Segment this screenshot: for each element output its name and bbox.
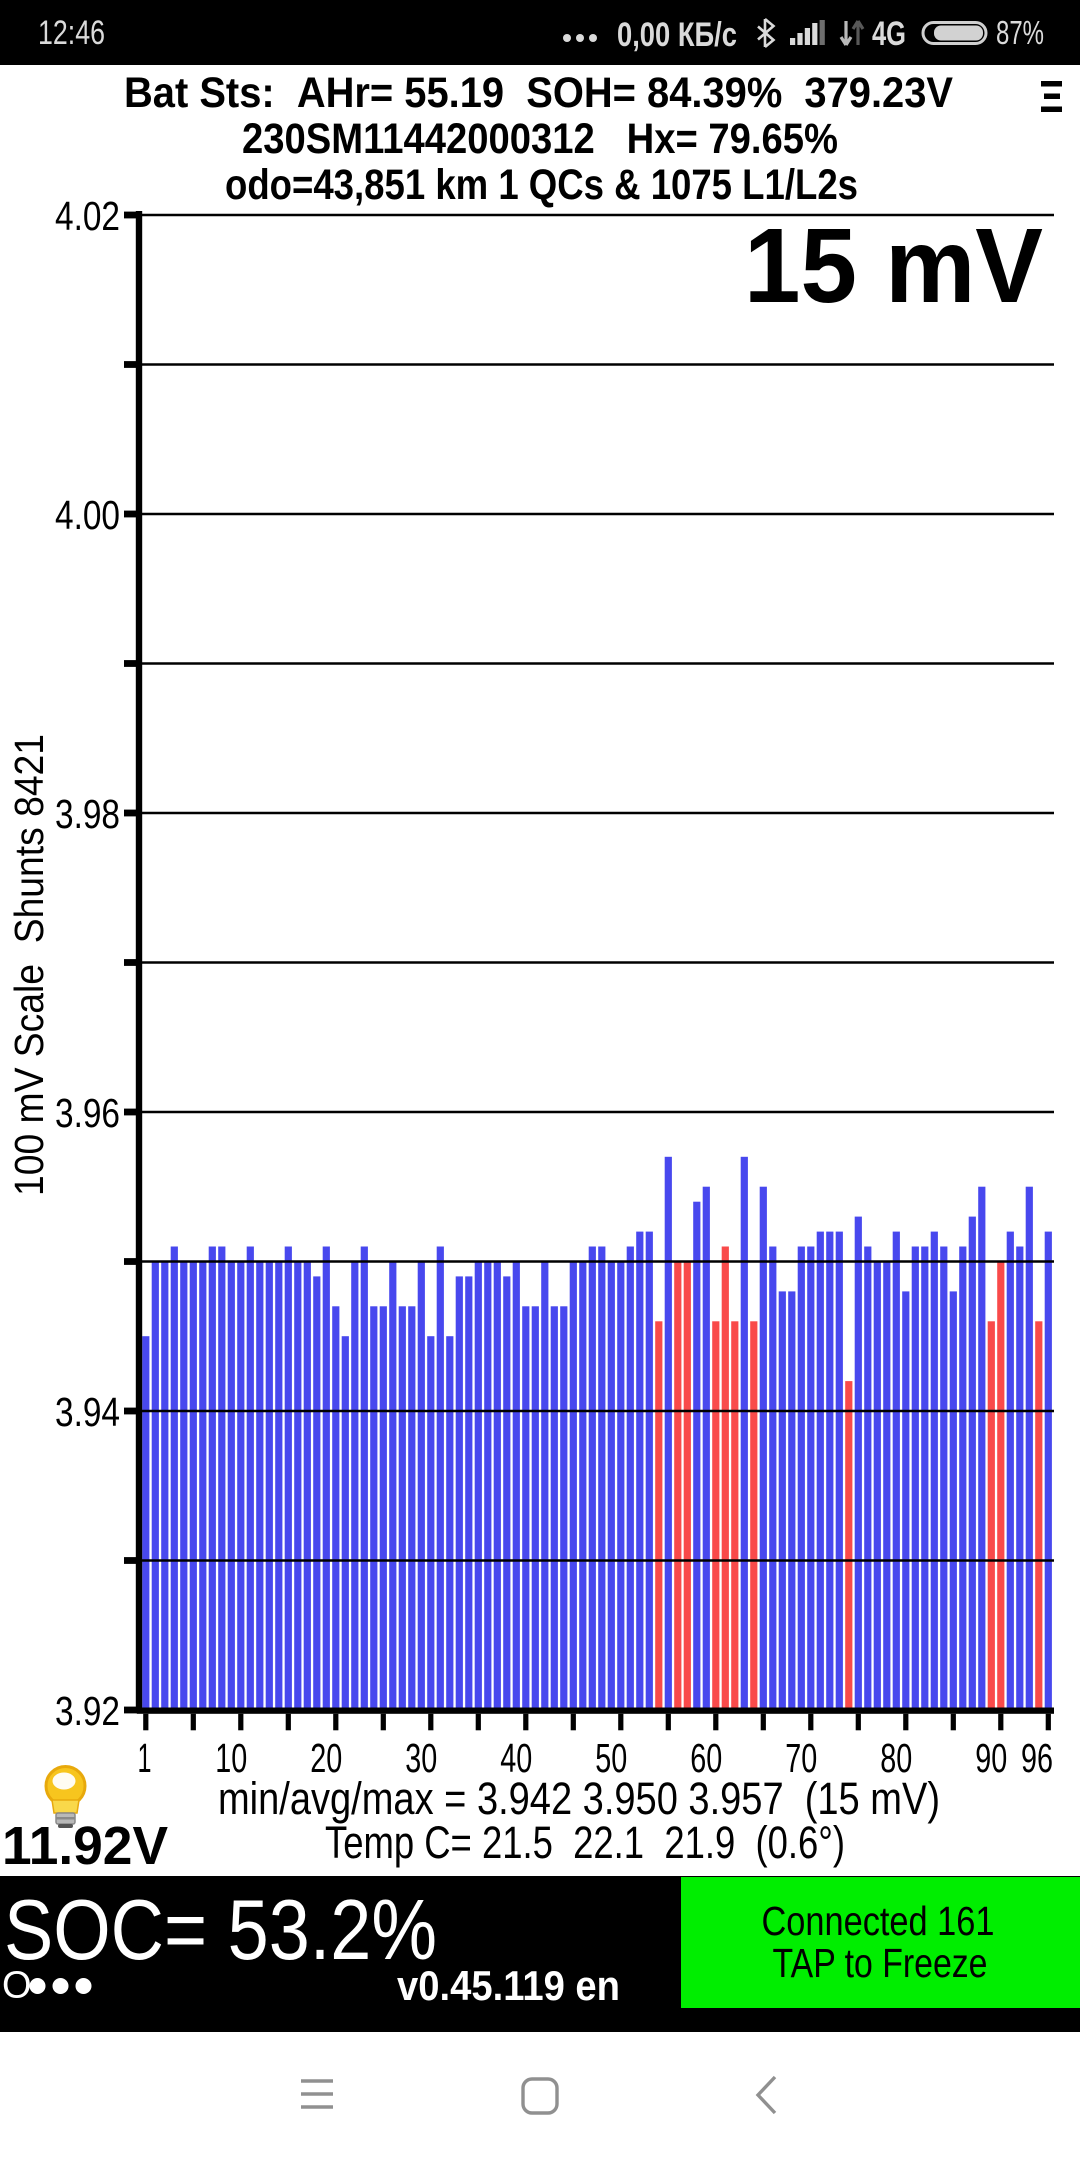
svg-text:Connected 161: Connected 161	[762, 1898, 995, 1944]
svg-text:12:46: 12:46	[38, 14, 105, 52]
svg-text:230SM11442000312 Hx= 79.65%: 230SM11442000312 Hx= 79.65%	[242, 116, 838, 163]
svg-text:15 mV: 15 mV	[744, 207, 1043, 325]
svg-text:70: 70	[785, 1735, 817, 1781]
svg-text:20: 20	[310, 1735, 342, 1781]
svg-text:96: 96	[1021, 1735, 1053, 1781]
svg-text:10: 10	[215, 1735, 247, 1781]
svg-text:90: 90	[975, 1735, 1007, 1781]
svg-text:3.98: 3.98	[55, 791, 120, 837]
svg-text:11.92V: 11.92V	[2, 1816, 168, 1876]
svg-text:60: 60	[690, 1735, 722, 1781]
svg-text:TAP to Freeze: TAP to Freeze	[773, 1940, 988, 1986]
svg-text:3.94: 3.94	[55, 1389, 120, 1435]
svg-text:SOC= 53.2%: SOC= 53.2%	[4, 1883, 437, 1978]
svg-text:100 mV Scale Shunts 8421: 100 mV Scale Shunts 8421	[6, 734, 52, 1196]
svg-text:80: 80	[880, 1735, 912, 1781]
svg-text:min/avg/max = 3.942 3.950 3.95: min/avg/max = 3.942 3.950 3.957 (15 mV)	[218, 1773, 940, 1824]
svg-text:1: 1	[138, 1735, 152, 1781]
svg-text:4.00: 4.00	[55, 492, 120, 538]
svg-text:3.96: 3.96	[55, 1090, 120, 1136]
svg-text:40: 40	[500, 1735, 532, 1781]
svg-text:4.02: 4.02	[55, 193, 120, 239]
svg-text:50: 50	[595, 1735, 627, 1781]
svg-text:odo=43,851 km 1 QCs & 1075 L1/: odo=43,851 km 1 QCs & 1075 L1/L2s	[225, 162, 858, 209]
svg-text:87%: 87%	[996, 14, 1044, 51]
svg-text:Temp C= 21.5 22.1 21.9 (0.6: Temp C= 21.5 22.1 21.9 (0.6°)	[325, 1817, 845, 1868]
svg-text:30: 30	[405, 1735, 437, 1781]
svg-text:3.92: 3.92	[55, 1688, 120, 1734]
svg-text:v0.45.119 en: v0.45.119 en	[397, 1962, 620, 2009]
svg-text:O: O	[2, 1965, 32, 2007]
svg-text:4G: 4G	[872, 15, 906, 53]
svg-text:0,00 КБ/с: 0,00 КБ/с	[617, 16, 737, 54]
svg-text:Bat Sts: AHr= 55.19 SOH= 84.: Bat Sts: AHr= 55.19 SOH= 84.39% 379.23V	[124, 70, 954, 117]
